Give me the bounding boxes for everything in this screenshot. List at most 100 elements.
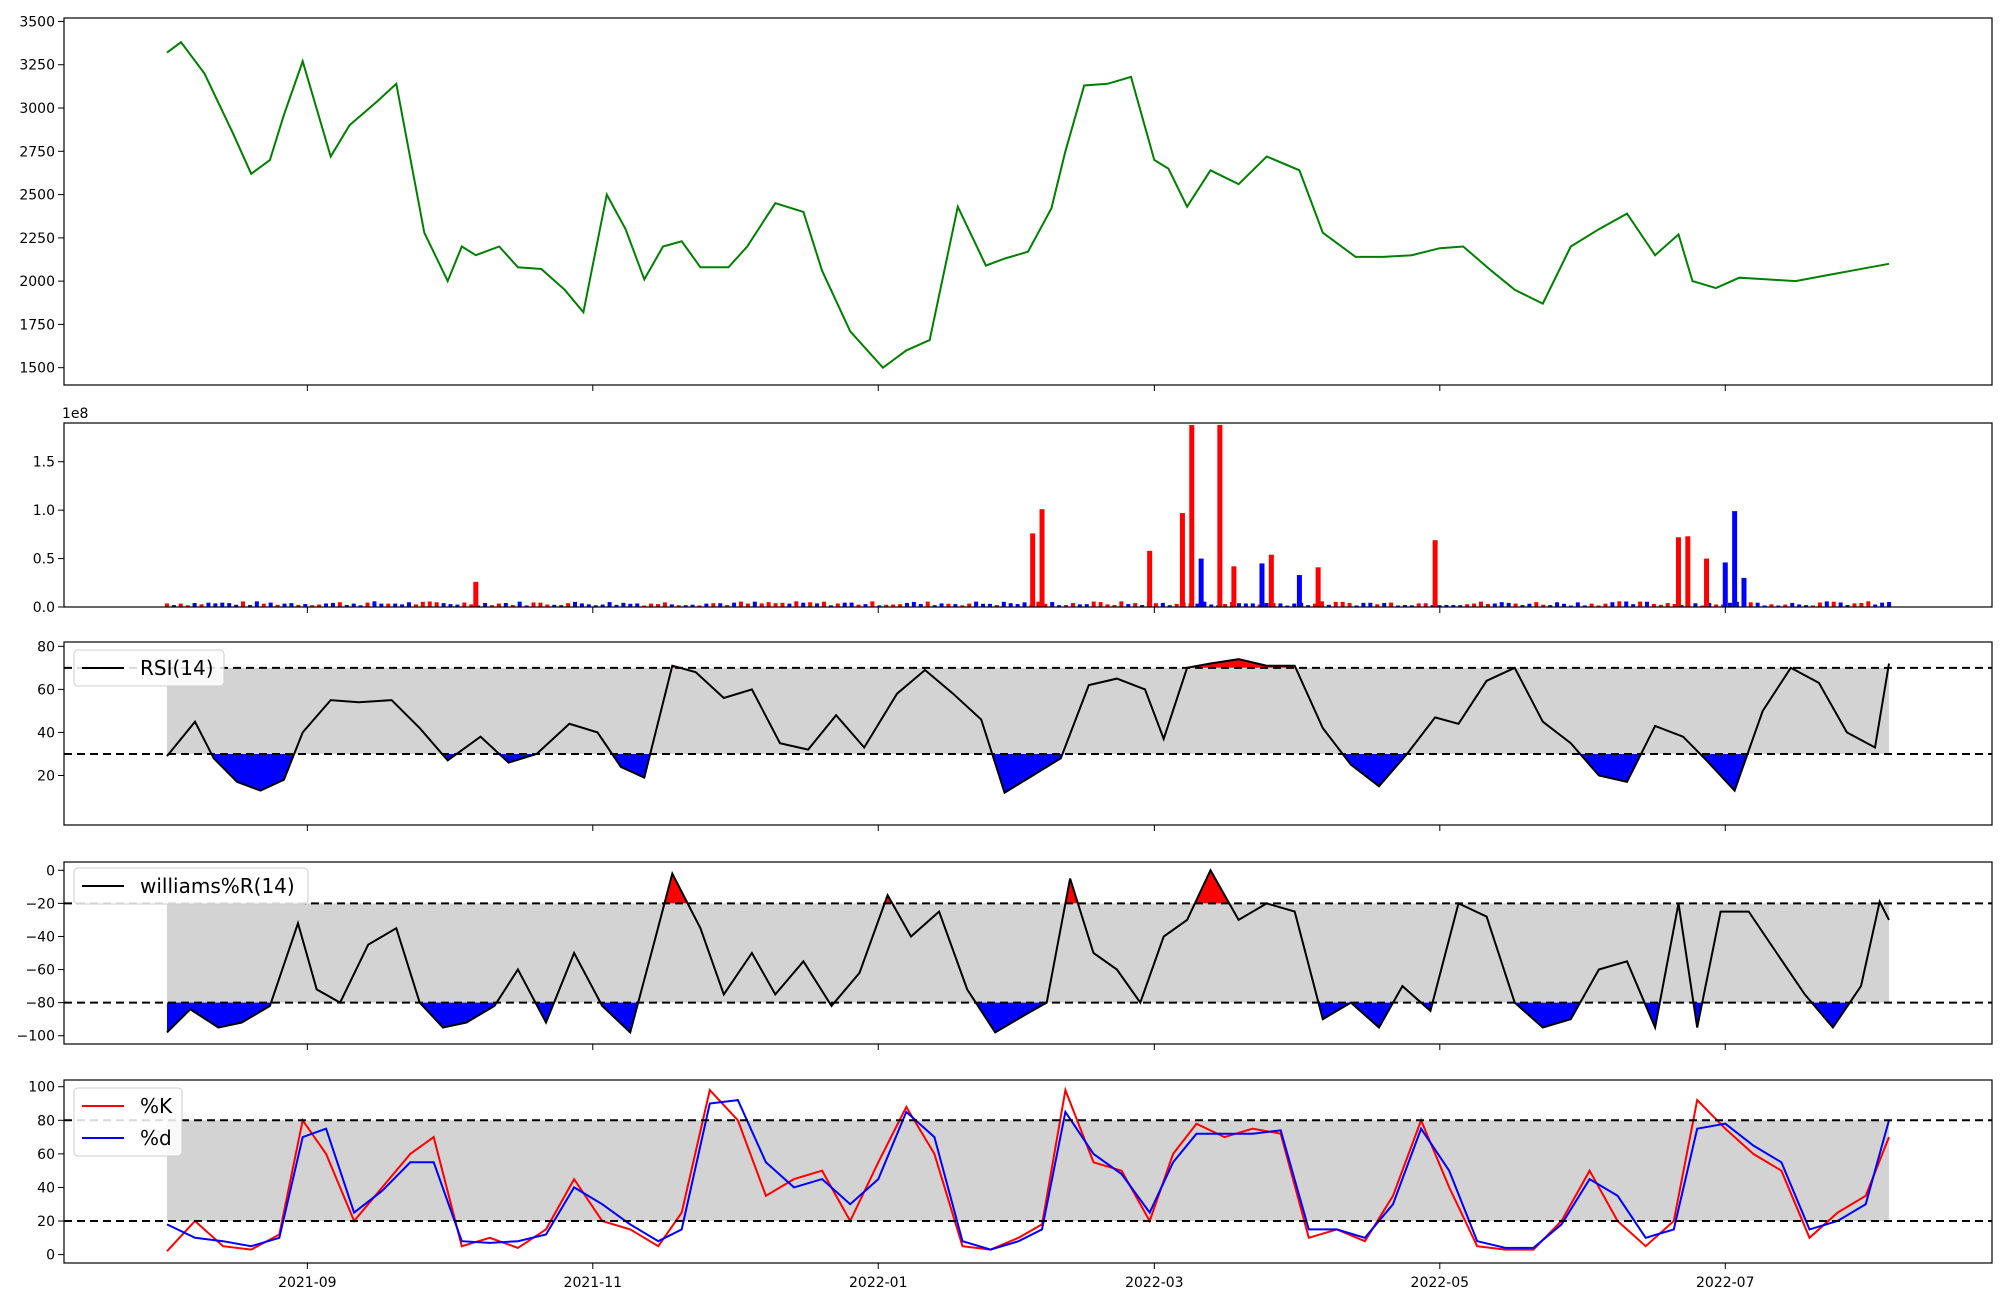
plot-frame: [63, 861, 1993, 1045]
stochastic-legend: %K %d: [73, 1087, 183, 1157]
volume-bar: [310, 605, 315, 607]
y-tick-label: −40: [25, 929, 55, 945]
volume-bar: [863, 604, 868, 607]
volume-bar: [1077, 604, 1082, 607]
volume-bar: [462, 602, 467, 607]
oversold-fill: [975, 1002, 1047, 1033]
volume-bar: [192, 602, 197, 607]
volume-bar: [1001, 601, 1006, 607]
x-tick-label: 2022-03: [1125, 1275, 1184, 1291]
volume-bar: [1409, 605, 1414, 607]
volume-bar: [1396, 605, 1401, 607]
volume-bar: [967, 603, 972, 607]
volume-bar: [1624, 601, 1629, 607]
volume-bar: [1866, 601, 1871, 607]
price-panel: 1500 1750 2000 2250 2500 2750 3000 3250 3500: [19, 14, 1993, 391]
volume-bar: [1326, 604, 1331, 607]
volume-bar: [1112, 604, 1117, 607]
k-legend-label: %K: [140, 1094, 173, 1118]
volume-bar: [1022, 602, 1027, 607]
volume-bar: [1160, 602, 1165, 607]
volume-bar: [1644, 601, 1649, 607]
oversold-fill: [419, 1002, 497, 1028]
volume-bar: [358, 605, 363, 607]
volume-spike-bar: [1217, 424, 1223, 607]
volume-bar: [1845, 604, 1850, 607]
volume-bar: [732, 602, 737, 607]
volume-bar: [1831, 601, 1836, 607]
volume-bar: [199, 604, 204, 607]
volume-bar: [759, 603, 764, 607]
volume-bar: [1465, 604, 1470, 607]
volume-bar: [1485, 603, 1490, 607]
y-tick-label: 2750: [19, 144, 55, 160]
volume-bar: [593, 605, 598, 607]
williams-legend-label: williams%R(14): [140, 874, 295, 898]
volume-bar: [1817, 602, 1822, 607]
overbought-fill: [1187, 659, 1296, 668]
overbought-fill: [1194, 870, 1230, 904]
volume-bar: [434, 602, 439, 607]
volume-bar: [628, 603, 633, 607]
volume-bar: [1755, 602, 1760, 607]
y-tick-label: 2000: [19, 274, 55, 290]
volume-bar: [1499, 602, 1504, 607]
volume-bar: [1873, 604, 1878, 607]
volume-bar: [877, 605, 882, 607]
y-tick-label: 1500: [19, 361, 55, 377]
volume-bar: [1810, 605, 1815, 607]
volume-bar: [974, 601, 979, 607]
volume-bar: [247, 605, 252, 607]
volume-bar: [1389, 602, 1394, 607]
volume-bar: [1430, 605, 1435, 607]
volume-bar: [870, 601, 875, 607]
volume-bar: [1437, 605, 1442, 607]
volume-bar: [745, 603, 750, 607]
volume-bar: [1458, 605, 1463, 607]
volume-spike-bar: [1147, 550, 1153, 607]
volume-bar: [1347, 603, 1352, 607]
volume-spike-bar: [1179, 513, 1185, 607]
volume-bar: [1050, 602, 1055, 607]
y-tick-label: 60: [37, 1147, 55, 1163]
volume-bar: [227, 603, 232, 607]
volume-bar: [324, 603, 329, 607]
volume-bar: [1084, 604, 1089, 607]
volume-bar: [1174, 603, 1179, 607]
volume-bar: [1714, 604, 1719, 607]
volume-bar: [1582, 605, 1587, 607]
volume-bar: [1638, 601, 1643, 607]
volume-bar: [552, 604, 557, 607]
volume-bar: [787, 603, 792, 607]
volume-bar: [891, 604, 896, 607]
neutral-band: [166, 903, 1890, 1003]
oversold-fill: [992, 754, 1063, 793]
rsi-legend: RSI(14): [73, 649, 225, 687]
volume-bar: [572, 601, 577, 607]
volume-spike-bar: [1030, 533, 1036, 607]
volume-bar: [1119, 601, 1124, 607]
volume-bar: [925, 601, 930, 607]
volume-bar: [683, 605, 688, 607]
volume-bar: [579, 603, 584, 607]
volume-bar: [510, 605, 515, 607]
volume-bar: [206, 602, 211, 607]
volume-spike-bar: [1685, 536, 1691, 607]
volume-bar: [1541, 604, 1546, 607]
volume-spike-bar: [1039, 509, 1045, 607]
volume-bar: [932, 605, 937, 607]
volume-bar: [946, 603, 951, 607]
y-tick-label: 0: [46, 863, 55, 879]
volume-bar: [275, 604, 280, 607]
volume-bar: [559, 605, 564, 607]
volume-spike-bar: [1722, 562, 1728, 607]
volume-bar: [1561, 603, 1566, 607]
volume-bar: [1589, 603, 1594, 607]
volume-bar: [448, 604, 453, 607]
volume-bar: [1762, 605, 1767, 607]
volume-spike-bar: [1315, 567, 1321, 607]
volume-bar: [1852, 603, 1857, 607]
volume-bar: [960, 605, 965, 607]
y-tick-label: −80: [25, 996, 55, 1012]
